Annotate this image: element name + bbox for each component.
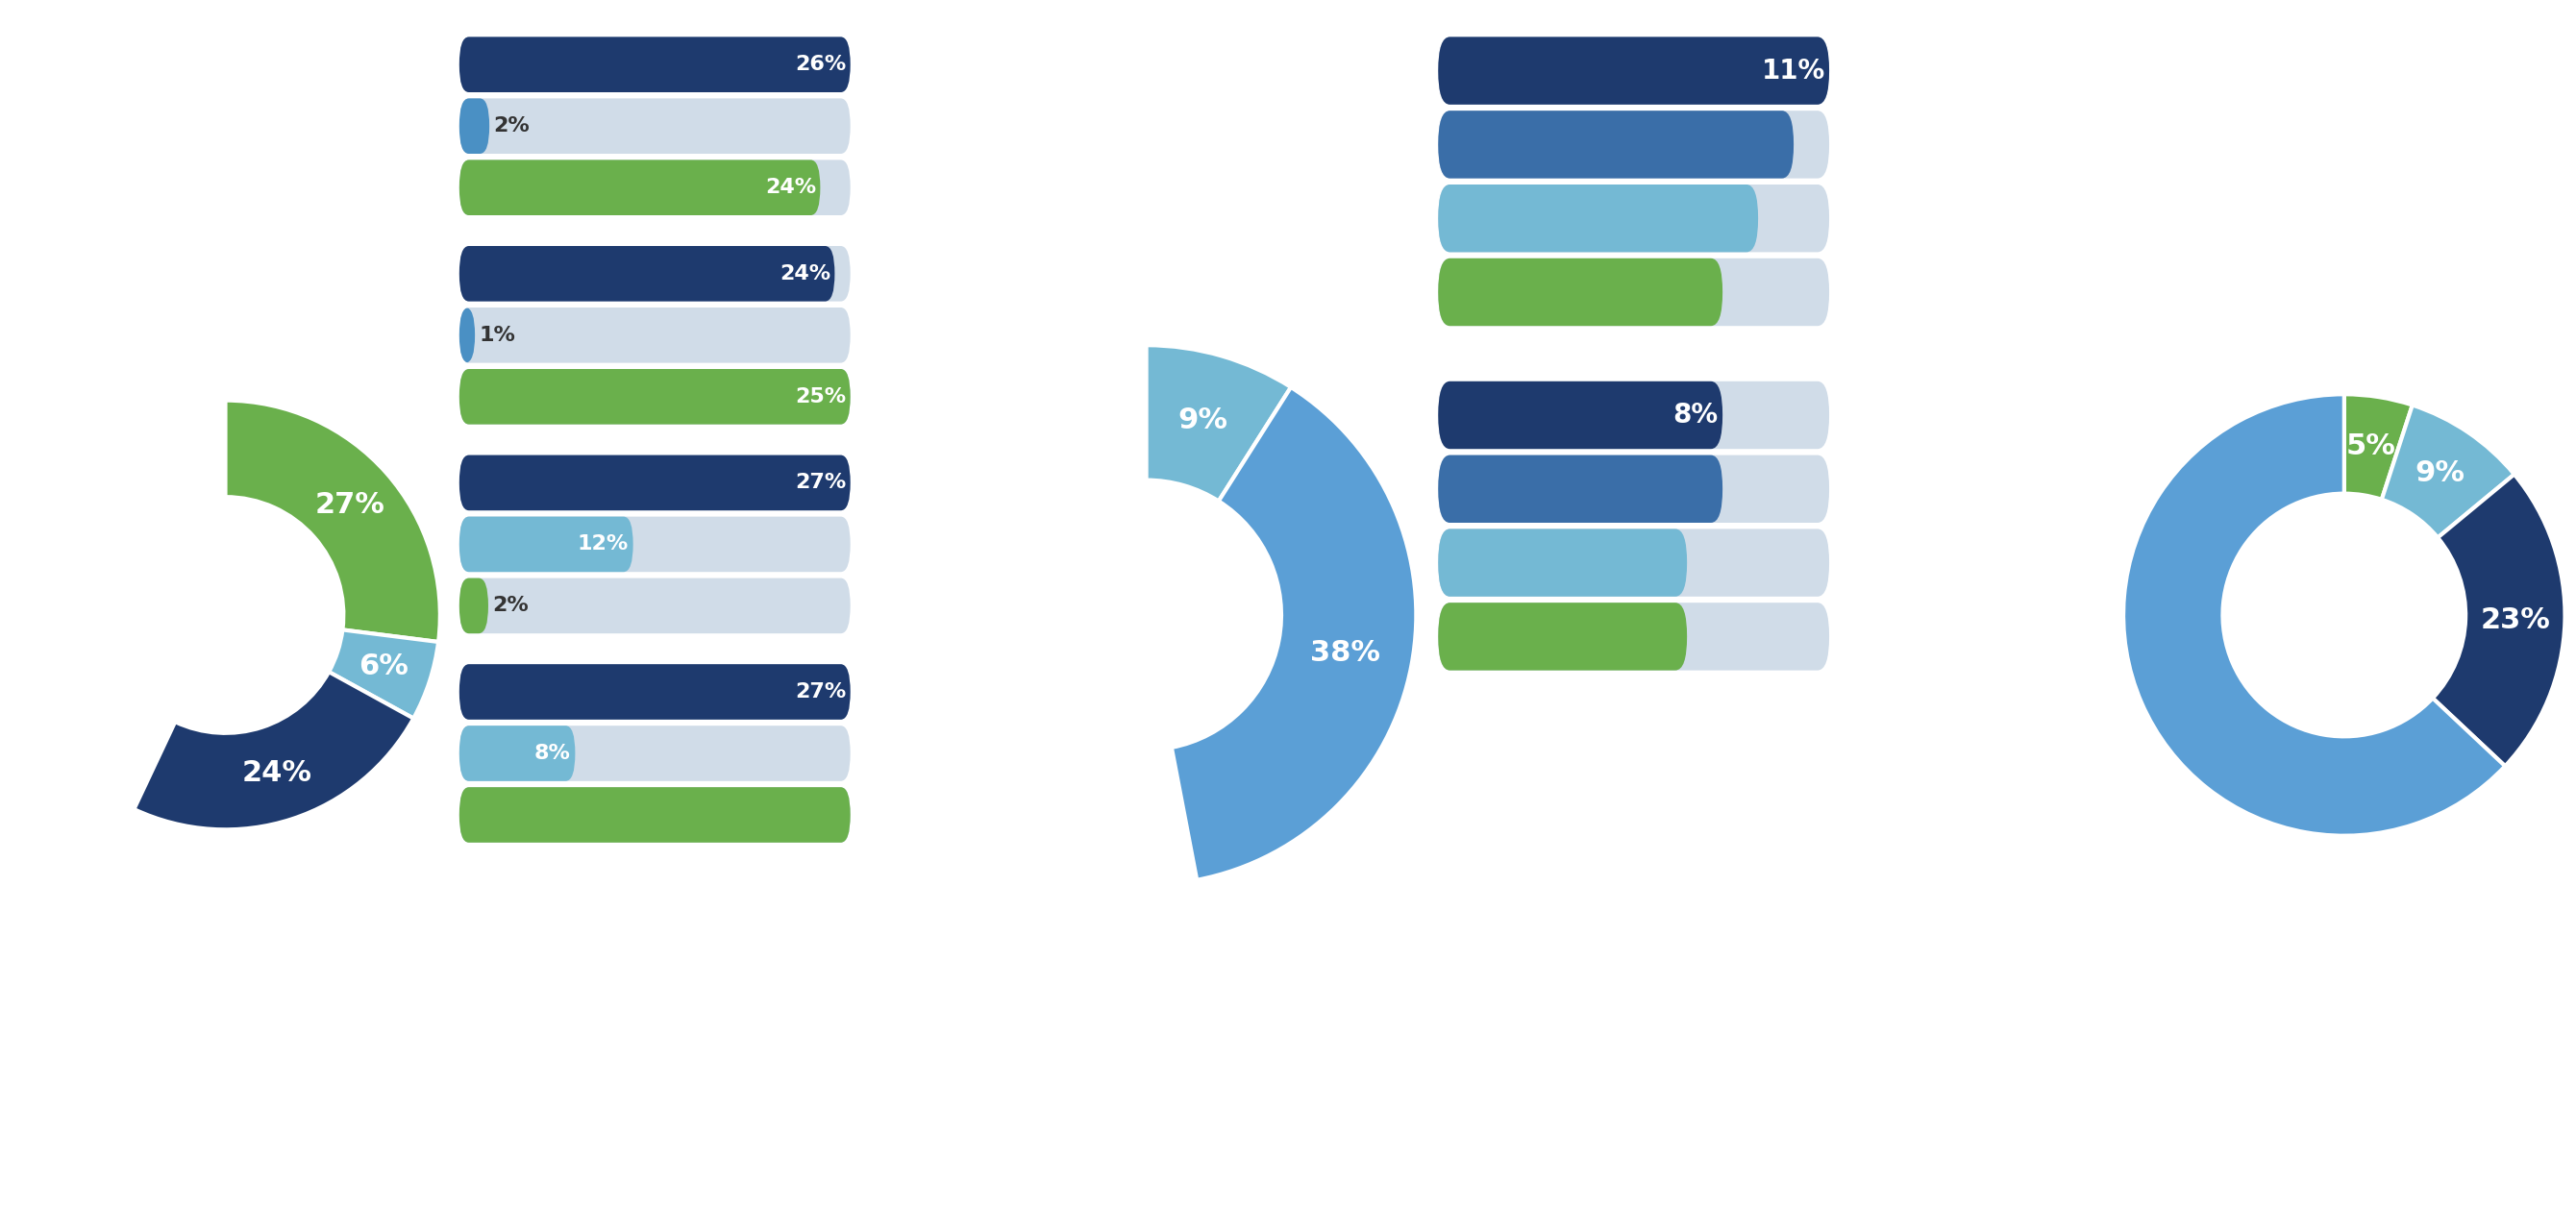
FancyBboxPatch shape	[1437, 258, 1829, 326]
Wedge shape	[1172, 387, 1417, 879]
FancyBboxPatch shape	[1437, 37, 1829, 105]
Text: 1%: 1%	[479, 326, 515, 344]
FancyBboxPatch shape	[1437, 529, 1829, 597]
FancyBboxPatch shape	[459, 455, 850, 510]
FancyBboxPatch shape	[1437, 603, 1687, 670]
Text: 2%: 2%	[495, 117, 531, 135]
Text: 27%: 27%	[796, 474, 845, 492]
Text: 25%: 25%	[796, 387, 845, 406]
FancyBboxPatch shape	[459, 517, 634, 572]
Wedge shape	[134, 672, 415, 829]
FancyBboxPatch shape	[459, 308, 850, 363]
FancyBboxPatch shape	[1437, 381, 1723, 449]
FancyBboxPatch shape	[1437, 111, 1793, 178]
Wedge shape	[227, 401, 440, 642]
Wedge shape	[1146, 346, 1291, 501]
FancyBboxPatch shape	[1437, 184, 1829, 252]
FancyBboxPatch shape	[459, 308, 474, 363]
FancyBboxPatch shape	[459, 369, 850, 424]
FancyBboxPatch shape	[459, 578, 850, 633]
FancyBboxPatch shape	[1437, 603, 1829, 670]
Text: 5%: 5%	[2347, 432, 2396, 460]
FancyBboxPatch shape	[459, 37, 850, 92]
Wedge shape	[2432, 475, 2566, 766]
Text: 12%: 12%	[577, 535, 629, 554]
Text: 38%: 38%	[1311, 638, 1381, 667]
FancyBboxPatch shape	[1437, 111, 1829, 178]
Text: 24%: 24%	[242, 759, 312, 787]
FancyBboxPatch shape	[459, 664, 850, 720]
FancyBboxPatch shape	[459, 664, 850, 720]
Text: 27%: 27%	[314, 491, 386, 519]
FancyBboxPatch shape	[459, 726, 850, 781]
Text: 8%: 8%	[533, 744, 572, 763]
FancyBboxPatch shape	[1437, 184, 1759, 252]
FancyBboxPatch shape	[1437, 258, 1723, 326]
FancyBboxPatch shape	[459, 37, 850, 92]
Wedge shape	[2344, 395, 2411, 499]
FancyBboxPatch shape	[459, 160, 850, 215]
Text: 24%: 24%	[781, 264, 829, 283]
FancyBboxPatch shape	[459, 726, 574, 781]
Wedge shape	[2383, 405, 2514, 538]
Text: 6%: 6%	[358, 652, 410, 680]
FancyBboxPatch shape	[1437, 381, 1829, 449]
Text: 9%: 9%	[2416, 460, 2465, 487]
Text: 23%: 23%	[2481, 606, 2550, 635]
FancyBboxPatch shape	[459, 517, 850, 572]
Wedge shape	[330, 630, 438, 718]
Text: 9%: 9%	[1177, 407, 1229, 434]
FancyBboxPatch shape	[459, 787, 850, 843]
FancyBboxPatch shape	[459, 98, 489, 154]
FancyBboxPatch shape	[1437, 455, 1723, 523]
FancyBboxPatch shape	[1437, 455, 1829, 523]
FancyBboxPatch shape	[459, 98, 850, 154]
Text: 11%: 11%	[1762, 58, 1824, 84]
FancyBboxPatch shape	[459, 369, 850, 424]
Text: 8%: 8%	[1672, 402, 1718, 428]
FancyBboxPatch shape	[459, 246, 835, 301]
FancyBboxPatch shape	[459, 160, 819, 215]
Wedge shape	[2123, 395, 2504, 835]
Text: 24%: 24%	[765, 178, 817, 197]
FancyBboxPatch shape	[459, 578, 489, 633]
FancyBboxPatch shape	[1437, 529, 1687, 597]
FancyBboxPatch shape	[459, 787, 850, 843]
Text: 26%: 26%	[796, 55, 845, 74]
FancyBboxPatch shape	[459, 455, 850, 510]
Text: 2%: 2%	[492, 597, 528, 615]
Text: 27%: 27%	[796, 683, 845, 701]
FancyBboxPatch shape	[459, 246, 850, 301]
FancyBboxPatch shape	[1437, 37, 1829, 105]
